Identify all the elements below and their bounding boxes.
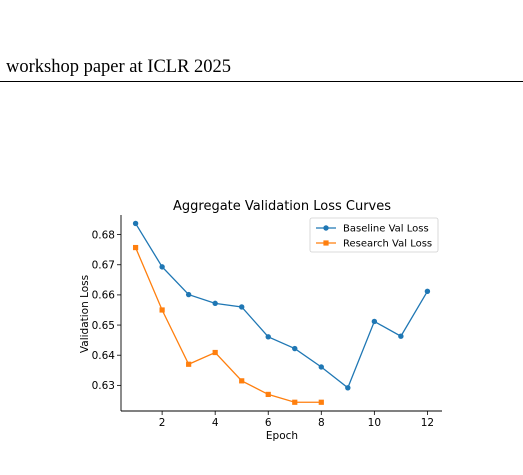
data-point xyxy=(159,307,165,313)
data-point xyxy=(239,304,245,310)
data-point xyxy=(292,399,298,405)
legend-marker xyxy=(323,240,329,246)
x-tick-label: 4 xyxy=(212,417,219,429)
y-tick-label: 0.64 xyxy=(92,350,116,362)
data-point xyxy=(398,333,404,339)
legend-box xyxy=(309,217,439,253)
series-line-0 xyxy=(135,223,428,389)
data-point xyxy=(265,391,271,398)
data-point xyxy=(132,220,139,227)
series-line-1 xyxy=(134,247,322,403)
legend: Baseline Val Loss Research Val Loss xyxy=(309,217,439,253)
chart-title: Aggregate Validation Loss Curves xyxy=(173,199,391,214)
x-tick-label: 2 xyxy=(159,417,166,429)
data-point xyxy=(239,378,245,384)
y-tick-label: 0.63 xyxy=(92,380,115,392)
x-tick-label: 6 xyxy=(265,417,272,429)
data-point xyxy=(265,334,271,340)
plot-markers xyxy=(132,220,431,405)
data-point xyxy=(292,345,298,352)
data-point xyxy=(159,264,165,270)
ticks: 2 4 6 8 10 12 0.63 0.64 0.65 0.66 0.67 0.68 xyxy=(92,229,434,429)
data-point xyxy=(371,318,378,325)
y-tick-label: 0.67 xyxy=(92,260,115,272)
page-header: workshop paper at ICLR 2025 xyxy=(6,57,232,77)
x-tick-label: 10 xyxy=(368,417,381,429)
data-point xyxy=(186,361,192,367)
data-point xyxy=(132,244,139,251)
data-point xyxy=(212,349,218,356)
data-point xyxy=(424,288,431,294)
data-point xyxy=(318,399,324,405)
axes xyxy=(120,215,442,412)
header-rule xyxy=(0,81,523,82)
y-axis-label: Validation Loss xyxy=(79,275,91,353)
data-point xyxy=(212,300,218,307)
x-tick-label: 12 xyxy=(421,417,434,429)
y-tick-label: 0.65 xyxy=(92,320,115,332)
data-point xyxy=(318,364,324,370)
y-tick-label: 0.68 xyxy=(92,229,115,241)
plot-lines xyxy=(134,223,428,403)
x-tick-label: 8 xyxy=(318,417,325,429)
data-point xyxy=(185,291,192,298)
legend-label: Baseline Val Loss xyxy=(343,224,429,235)
data-point xyxy=(345,385,351,391)
legend-marker xyxy=(323,225,329,231)
legend-label: Research Val Loss xyxy=(343,239,432,250)
x-axis-label: Epoch xyxy=(266,430,298,442)
y-tick-label: 0.66 xyxy=(92,290,116,302)
